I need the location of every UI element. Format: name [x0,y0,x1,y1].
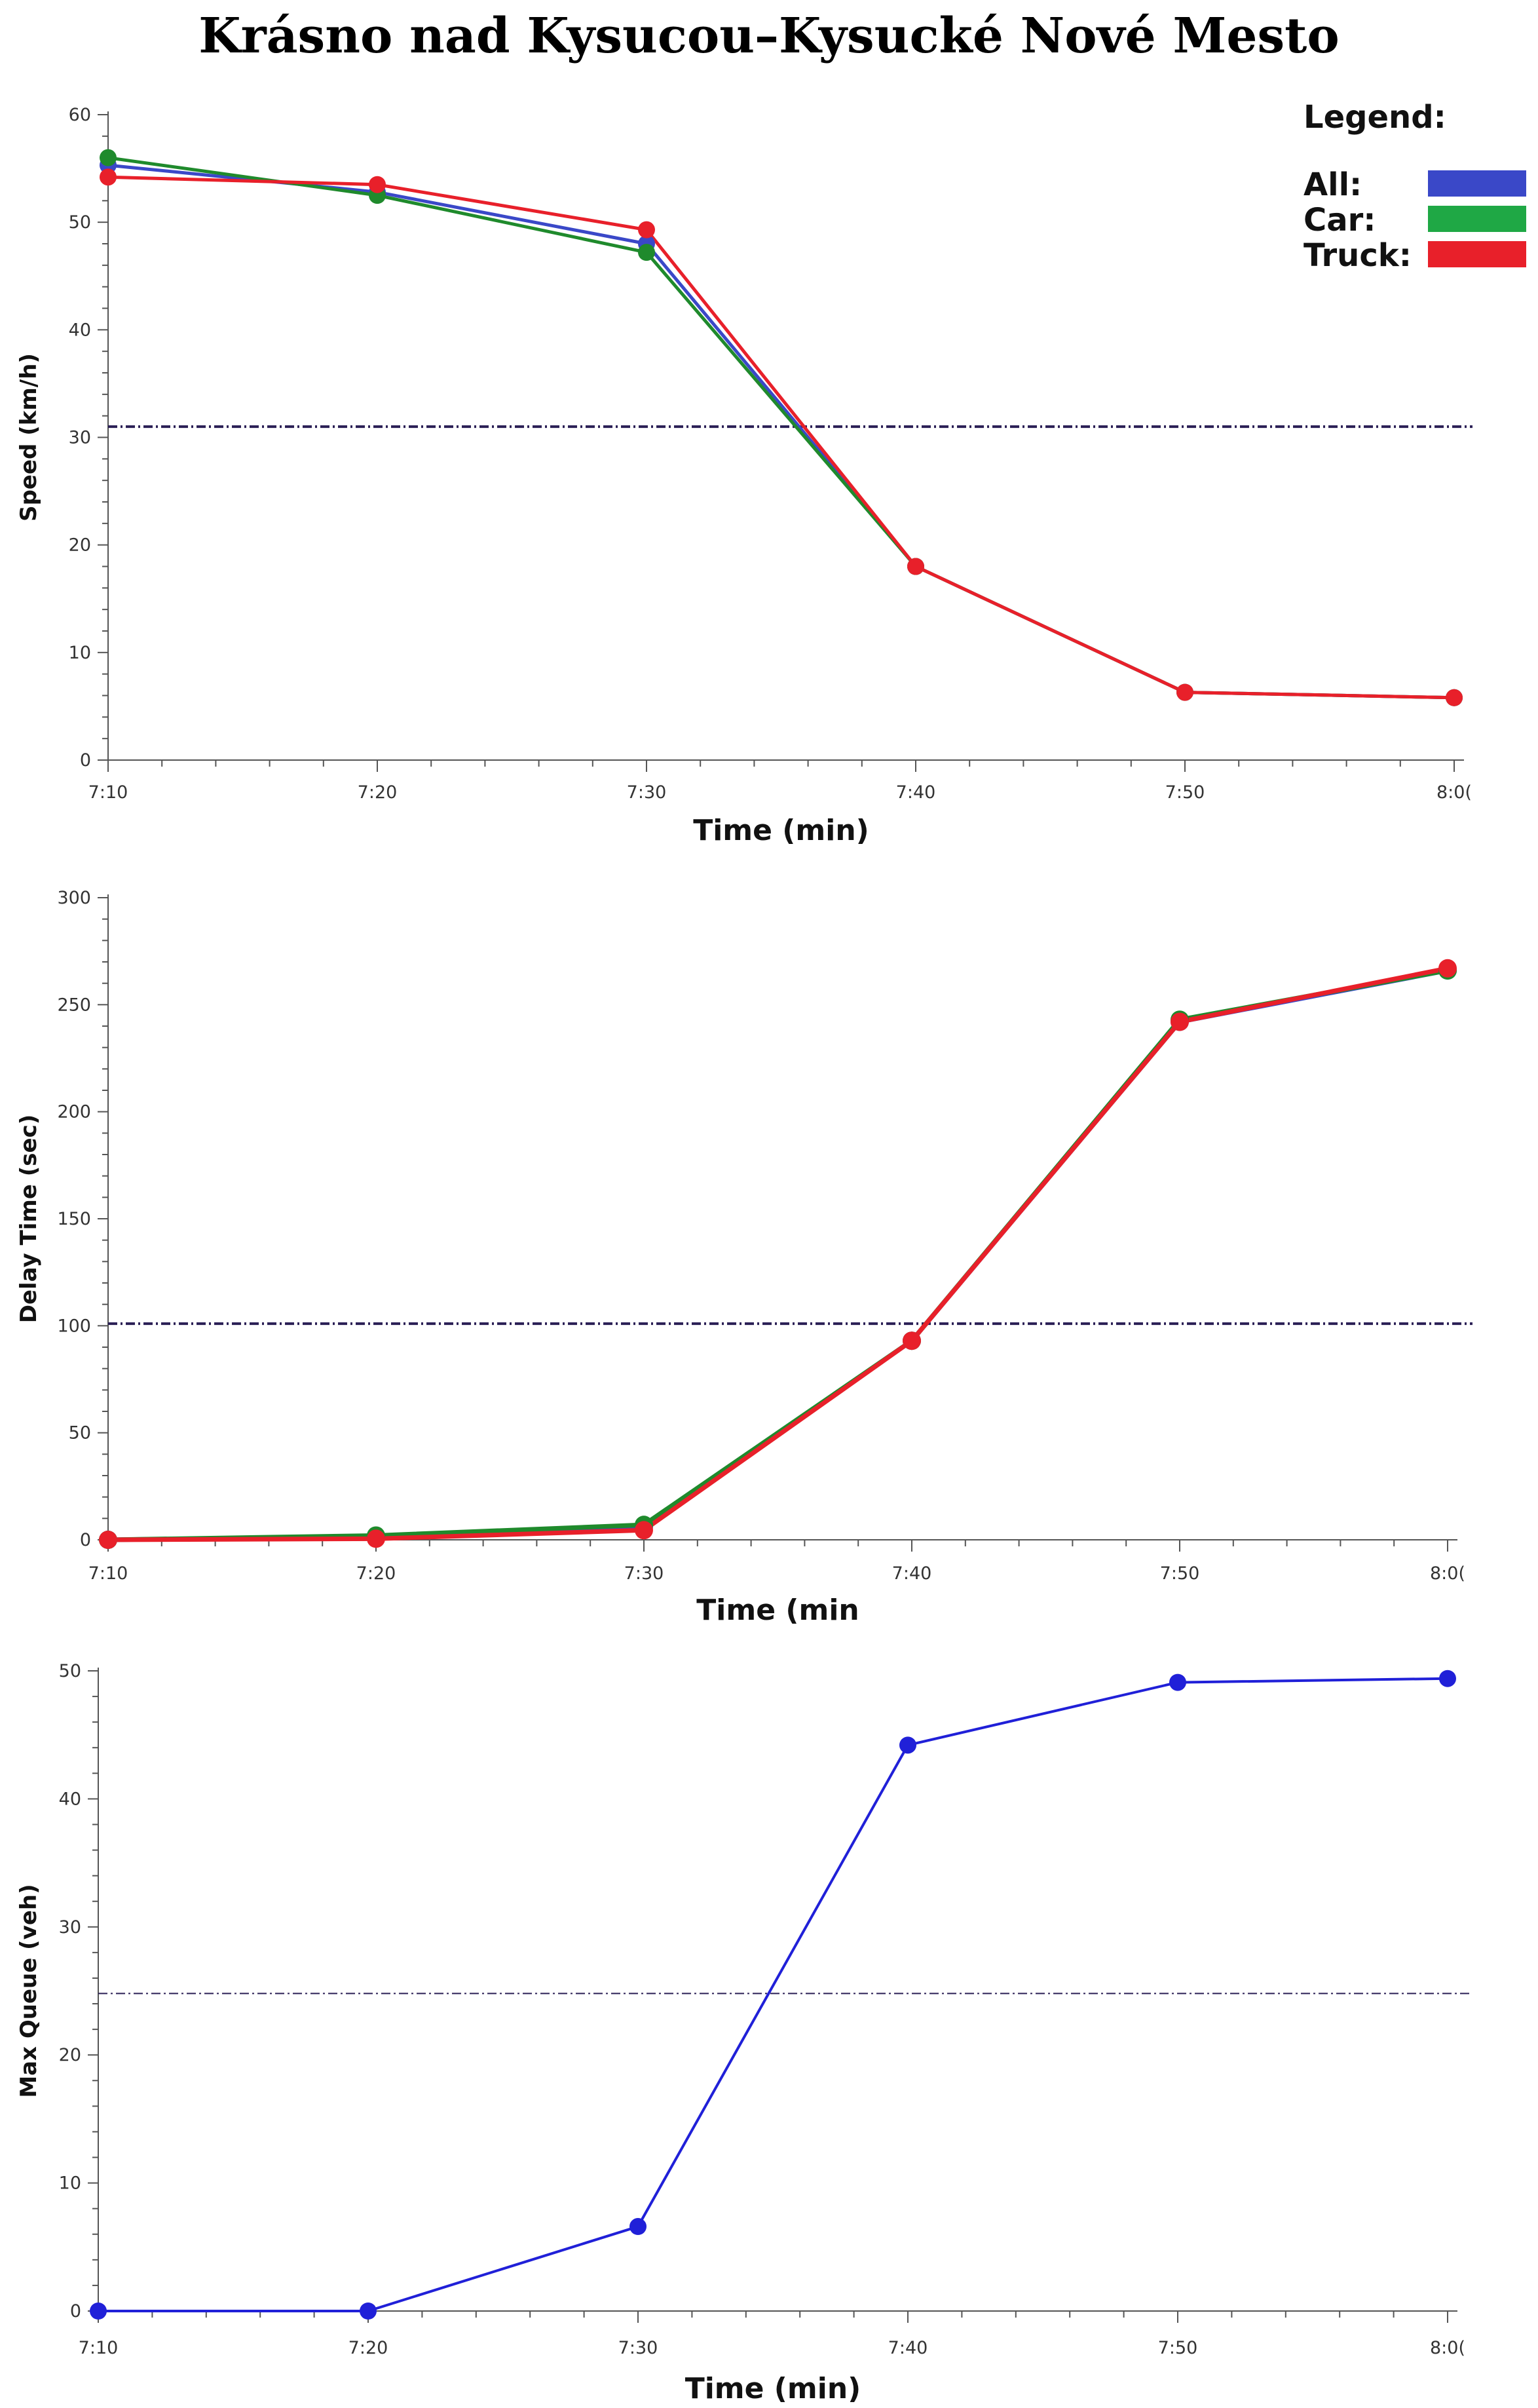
legend: Legend: All:Car:Truck: [1304,99,1526,274]
x-tick-label: 7:50 [1160,1563,1200,1584]
data-point-truck [903,1331,921,1350]
page-title: Krásno nad Kysucou–Kysucké Nové Mesto [198,8,1340,64]
y-tick-label: 30 [59,1917,81,1938]
data-point-truck [99,1531,117,1549]
data-point-car [638,244,655,261]
data-point-truck [638,221,655,239]
y-tick-label: 40 [59,1789,81,1809]
x-tick-label: 8:0( [1430,1563,1465,1584]
x-tick-label: 7:30 [627,782,667,803]
data-point-truck [367,1529,385,1548]
y-tick-label: 0 [80,750,91,771]
data-point-truck [1171,1012,1189,1031]
data-point-car [100,149,117,166]
y-axis-title: Speed (km/h) [16,353,42,522]
x-tick-label: 7:20 [356,1563,396,1584]
x-tick-label: 7:10 [88,1563,128,1584]
y-tick-label: 10 [59,2173,81,2194]
y-tick-label: 100 [57,1316,91,1336]
y-axis-title: Delay Time (sec) [16,1115,42,1324]
legend-label-truck: Truck: [1304,237,1412,274]
data-point-all [90,2303,107,2320]
x-tick-label: 7:30 [618,2338,658,2358]
legend-swatch-all [1428,170,1526,197]
x-tick-label: 8:0( [1436,782,1472,803]
x-tick-label: 7:30 [624,1563,664,1584]
y-tick-label: 20 [69,535,91,556]
y-tick-label: 0 [80,1530,91,1550]
x-tick-label: 7:40 [892,1563,932,1584]
x-tick-label: 7:10 [88,782,128,803]
max-queue-chart: 0 10 20 30 40 50 7:10 7:20 7:30 7:40 7:50 8:0( Time … [16,1661,1472,2405]
data-point-all [1439,1670,1456,1687]
series-line-all [107,968,1448,1542]
data-point-truck [635,1521,653,1540]
y-tick-label: 50 [69,212,91,233]
x-axis-title: Time (min) [693,814,869,845]
y-tick-label: 250 [57,995,91,1015]
data-point-truck [369,176,386,193]
speed-chart-panel: 0 10 20 30 40 50 60 7:10 7:20 7:30 7:40 7:50 8:0( Tim… [0,98,1538,847]
x-tick-label: 7:40 [888,2338,928,2358]
data-point-truck [100,168,117,186]
legend-swatch-truck [1428,241,1526,267]
x-tick-label: 7:50 [1158,2338,1198,2358]
x-tick-label: 7:10 [79,2338,119,2358]
speed-chart: 0 10 20 30 40 50 60 7:10 7:20 7:30 7:40 7:50 8:0( Tim… [16,99,1526,847]
y-tick-label: 30 [69,428,91,448]
x-tick-label: 7:20 [348,2338,388,2358]
legend-title: Legend: [1304,99,1446,136]
y-tick-label: 10 [69,643,91,663]
data-point-truck [1446,689,1463,706]
y-tick-label: 50 [69,1423,91,1443]
x-tick-label: 7:50 [1165,782,1205,803]
data-point-all [360,2303,377,2320]
y-axis-title: Max Queue (veh) [16,1884,42,2097]
series-line-car [107,968,1448,1542]
data-point-all [1169,1673,1186,1691]
data-point-all [629,2218,647,2236]
y-tick-label: 50 [59,1661,81,1681]
x-tick-label: 7:40 [896,782,936,803]
y-tick-label: 40 [69,320,91,340]
data-point-truck [1176,683,1193,701]
y-tick-label: 0 [70,2301,81,2322]
y-tick-label: 300 [57,888,91,908]
data-point-truck [907,558,924,575]
y-tick-label: 200 [57,1102,91,1122]
data-point-truck [1438,959,1457,978]
series-line-truck [107,175,1455,700]
series-line-all [107,163,1455,700]
delay-chart-panel: 0 50 100 150 200 250 300 7:10 7:20 7:30 7:40 7:50 8:… [0,881,1538,1628]
x-axis-title: Time (min [696,1594,859,1627]
legend-label-all: All: [1304,166,1362,203]
delay-time-chart: 0 50 100 150 200 250 300 7:10 7:20 7:30 7:40 7:50 8:… [16,888,1472,1627]
legend-label-car: Car: [1304,202,1376,239]
x-tick-label: 8:0( [1430,2338,1465,2358]
x-tick-label: 7:20 [358,782,398,803]
queue-chart-panel: 0 10 20 30 40 50 7:10 7:20 7:30 7:40 7:50 8:0( Time … [0,1654,1538,2405]
y-tick-label: 20 [59,2045,81,2065]
data-point-all [899,1736,916,1754]
y-tick-label: 150 [57,1209,91,1229]
x-axis-title: Time (min) [685,2372,861,2405]
series-line-all [98,1677,1448,2312]
legend-swatch-car [1428,206,1526,232]
series-line-truck [107,966,1448,1542]
y-tick-label: 60 [69,105,91,125]
